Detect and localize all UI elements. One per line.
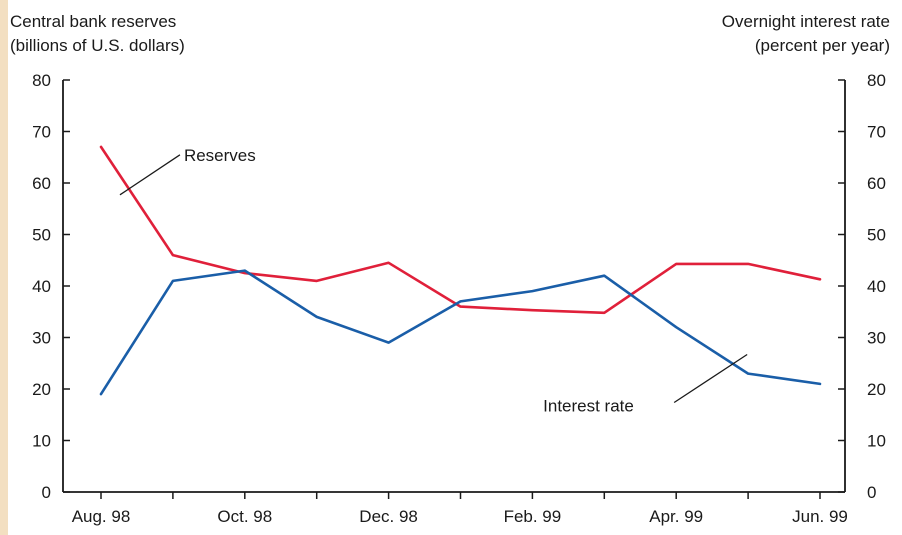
- interest-rate-series-line: [99, 269, 822, 396]
- x-tick-label: Jun. 99: [792, 507, 848, 526]
- axes: 0 0 10 10 20 20 30 30 40 40 50 50 60 60 70 70 80 80 Aug. 9…: [32, 71, 886, 526]
- left-y-tick-label: 20: [32, 380, 51, 399]
- right-y-tick-label: 40: [867, 277, 886, 296]
- reserves-annotation: Reserves: [184, 146, 256, 165]
- x-tick-label: Oct. 98: [217, 507, 272, 526]
- left-y-tick-label: 70: [32, 123, 51, 142]
- right-y-tick-label: 10: [867, 432, 886, 451]
- left-y-tick-label: 10: [32, 432, 51, 451]
- right-y-tick-label: 70: [867, 123, 886, 142]
- reserves-annotation-leader: [119, 154, 181, 196]
- right-axis-title-line-2: (percent per year): [755, 36, 890, 55]
- x-tick-label: Dec. 98: [359, 507, 418, 526]
- right-y-tick-label: 0: [867, 483, 876, 502]
- x-tick-label: Feb. 99: [504, 507, 562, 526]
- right-y-tick-label: 60: [867, 174, 886, 193]
- right-axis-title-line-1: Overnight interest rate: [722, 12, 890, 31]
- decorative-side-strip: [0, 0, 8, 535]
- interest-rate-annotation-leader: [673, 353, 748, 404]
- left-axis-title-line-1: Central bank reserves: [10, 12, 176, 31]
- left-y-tick-label: 40: [32, 277, 51, 296]
- left-y-tick-label: 60: [32, 174, 51, 193]
- left-y-tick-label: 0: [42, 483, 51, 502]
- x-tick-label: Aug. 98: [72, 507, 131, 526]
- right-y-tick-label: 80: [867, 71, 886, 90]
- x-tick-label: Apr. 99: [649, 507, 703, 526]
- right-y-tick-label: 30: [867, 329, 886, 348]
- reserves-series-line: [99, 145, 822, 315]
- series-lines: [99, 145, 822, 396]
- left-axis-title-line-2: (billions of U.S. dollars): [10, 36, 185, 55]
- left-y-tick-label: 80: [32, 71, 51, 90]
- right-y-tick-label: 20: [867, 380, 886, 399]
- left-y-tick-label: 50: [32, 226, 51, 245]
- interest-rate-annotation: Interest rate: [543, 396, 634, 415]
- left-y-tick-label: 30: [32, 329, 51, 348]
- right-y-tick-label: 50: [867, 226, 886, 245]
